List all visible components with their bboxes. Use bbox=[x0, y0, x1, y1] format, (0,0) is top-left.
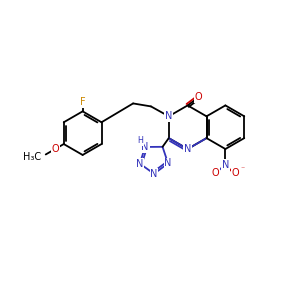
Text: N: N bbox=[141, 142, 149, 152]
Text: O: O bbox=[51, 144, 59, 154]
Text: N: N bbox=[222, 160, 229, 170]
Text: ⁻: ⁻ bbox=[240, 164, 244, 173]
Text: O: O bbox=[232, 168, 239, 178]
Text: N: N bbox=[136, 159, 143, 169]
Text: N: N bbox=[165, 111, 172, 121]
Text: O: O bbox=[212, 168, 219, 178]
Text: H: H bbox=[137, 136, 143, 145]
Text: F: F bbox=[80, 98, 86, 107]
Text: H₃C: H₃C bbox=[23, 152, 41, 162]
Text: O: O bbox=[195, 92, 202, 102]
Text: N: N bbox=[150, 169, 158, 179]
Text: N: N bbox=[164, 158, 172, 168]
Text: N: N bbox=[184, 144, 191, 154]
